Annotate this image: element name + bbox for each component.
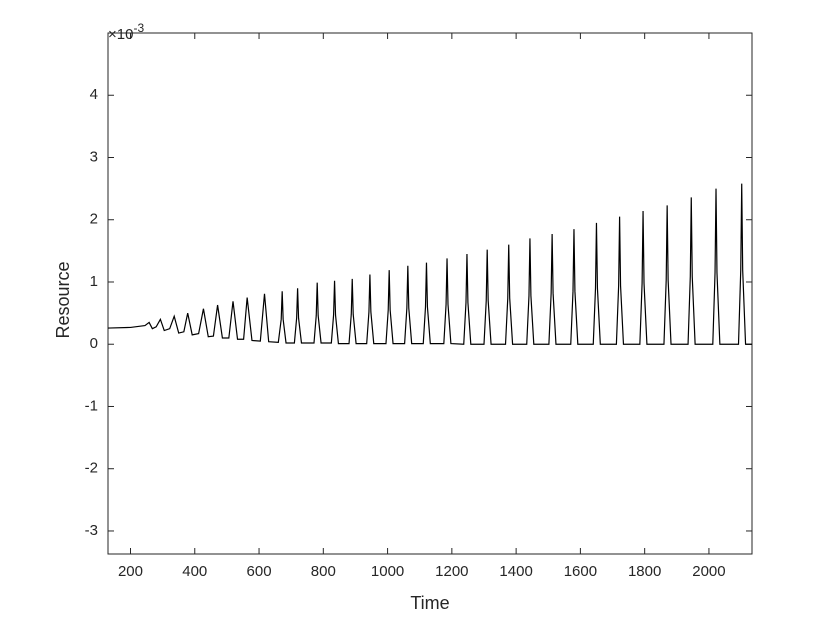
x-tick-label: 800 [311,563,336,580]
x-tick-label: 1400 [499,563,532,580]
x-tick-label: 400 [182,563,207,580]
y-axis-label: Resource [53,261,73,338]
x-axis-label: Time [410,593,449,613]
y-tick-label: -1 [85,397,98,414]
data-line [107,183,752,345]
y-tick-label: 3 [90,148,98,165]
y-exponent-power: -3 [133,21,144,35]
y-tick-label: 1 [90,273,98,290]
x-tick-label: 200 [118,563,143,580]
y-tick-label: 0 [90,335,98,352]
x-tick-label: 1000 [371,563,404,580]
x-tick-label: 1200 [435,563,468,580]
x-tick-label: 1800 [628,563,661,580]
x-tick-label: 2000 [692,563,725,580]
x-tick-label: 600 [247,563,272,580]
x-tick-label: 1600 [564,563,597,580]
y-tick-label: -2 [85,460,98,477]
y-tick-label: -3 [85,522,98,539]
y-tick-label: 2 [90,211,98,228]
y-exponent-base: ×10 [108,26,133,43]
y-tick-label: 4 [90,86,98,103]
plot-frame [107,32,753,555]
y-exponent: ×10-3 [108,21,144,43]
